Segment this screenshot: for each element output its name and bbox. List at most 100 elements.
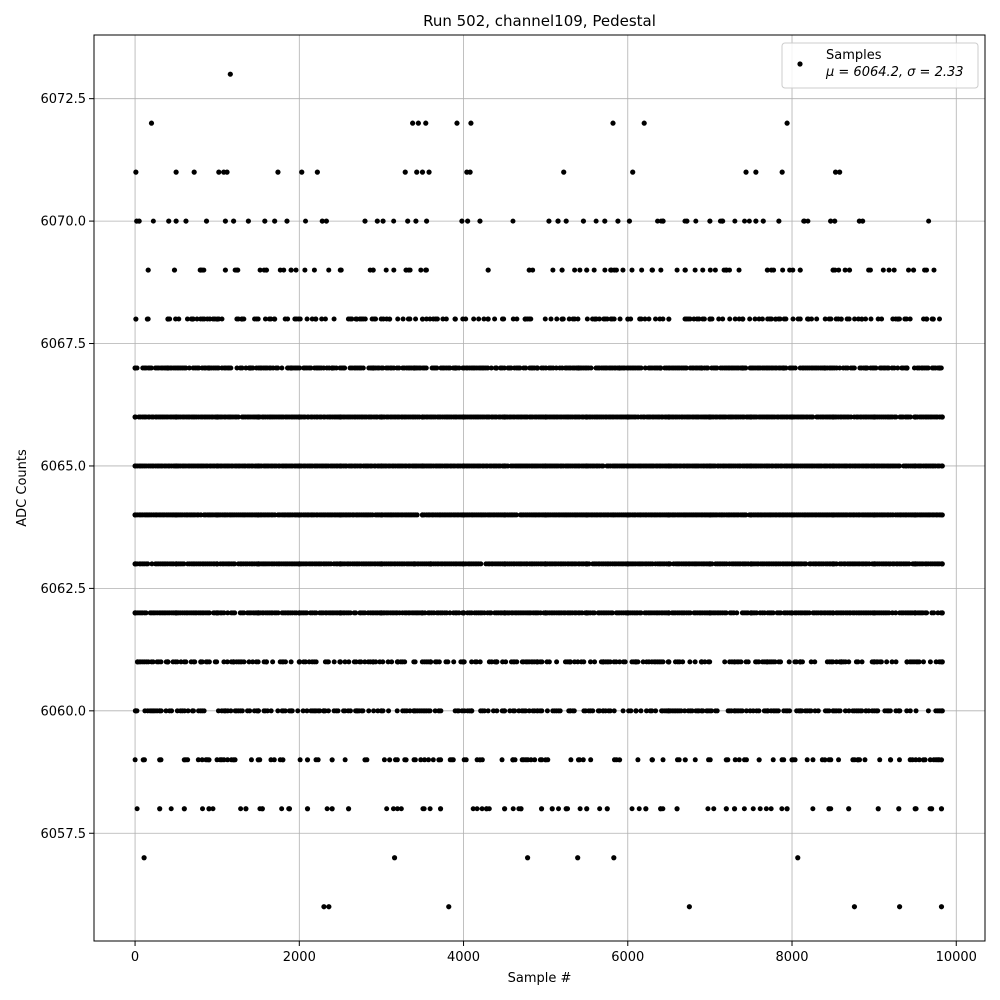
data-point	[620, 708, 626, 714]
data-point	[846, 316, 852, 322]
data-point	[268, 708, 274, 714]
data-point	[927, 659, 933, 665]
data-point	[385, 659, 391, 665]
data-point	[638, 365, 644, 371]
data-point	[289, 708, 295, 714]
data-point	[510, 806, 516, 812]
data-point	[665, 659, 671, 665]
data-point	[478, 561, 484, 567]
data-point	[407, 708, 413, 714]
data-point	[440, 316, 446, 322]
data-point	[893, 414, 899, 420]
data-point	[916, 659, 922, 665]
data-point	[539, 659, 545, 665]
data-point	[322, 316, 328, 322]
data-point	[297, 316, 303, 322]
data-point	[530, 267, 536, 273]
data-point	[546, 218, 552, 224]
data-point	[544, 708, 550, 714]
data-point	[481, 708, 487, 714]
data-point	[192, 659, 198, 665]
data-point	[173, 218, 179, 224]
data-point	[852, 316, 858, 322]
legend-marker-icon	[797, 61, 803, 67]
data-point	[904, 365, 910, 371]
data-point	[247, 708, 253, 714]
data-point	[568, 757, 574, 763]
data-point	[241, 316, 247, 322]
y-axis-ticks: 6057.5 6060.0 6062.5 6065.0 6067.5 6070.0 6072…	[41, 92, 94, 842]
data-point	[430, 757, 436, 763]
data-point	[241, 659, 247, 665]
data-point	[649, 267, 655, 273]
data-point	[736, 267, 742, 273]
data-point	[779, 169, 785, 175]
data-point	[367, 659, 373, 665]
y-tick-label: 6057.5	[41, 827, 87, 842]
data-point	[778, 610, 784, 616]
data-point	[360, 365, 366, 371]
data-point	[255, 659, 261, 665]
data-point	[731, 806, 738, 812]
data-point	[667, 561, 673, 567]
data-point	[707, 218, 713, 224]
data-point	[867, 267, 873, 273]
data-point	[826, 708, 832, 714]
data-point	[304, 708, 310, 714]
data-point	[528, 757, 534, 763]
data-point	[658, 267, 664, 273]
data-point	[743, 512, 749, 518]
data-point	[836, 267, 842, 273]
data-point	[799, 708, 805, 714]
data-point	[682, 708, 688, 714]
data-point	[810, 757, 816, 763]
data-point	[615, 218, 621, 224]
data-point	[707, 659, 713, 665]
data-point	[262, 316, 268, 322]
data-point	[896, 316, 902, 322]
data-point	[557, 708, 563, 714]
data-point	[285, 316, 291, 322]
data-point	[190, 316, 196, 322]
data-point	[413, 218, 419, 224]
data-point	[810, 806, 816, 812]
data-point	[304, 610, 310, 616]
data-point	[793, 659, 799, 665]
data-point	[133, 169, 139, 175]
data-point	[523, 365, 529, 371]
data-point	[353, 610, 359, 616]
data-point	[763, 659, 769, 665]
data-point	[302, 267, 308, 273]
data-point	[513, 512, 519, 518]
data-point	[657, 365, 663, 371]
data-point	[293, 267, 299, 273]
data-point	[165, 659, 171, 665]
data-point	[132, 414, 138, 420]
data-point	[638, 708, 644, 714]
data-point	[284, 218, 290, 224]
data-point	[394, 757, 400, 763]
data-point	[597, 806, 603, 812]
data-point	[566, 708, 572, 714]
data-point	[232, 561, 238, 567]
data-point	[924, 267, 930, 273]
data-point	[779, 365, 785, 371]
data-point	[326, 904, 332, 910]
data-point	[228, 757, 234, 763]
data-point	[920, 659, 926, 665]
data-point	[857, 757, 863, 763]
x-tick-label: 6000	[611, 950, 644, 965]
data-point	[239, 708, 245, 714]
data-point	[479, 757, 485, 763]
data-point	[804, 757, 810, 763]
data-point	[596, 316, 602, 322]
x-tick-label: 0	[131, 950, 139, 965]
data-point	[443, 316, 449, 322]
data-point	[846, 267, 853, 273]
data-point	[523, 708, 529, 714]
y-tick-label: 6067.5	[41, 337, 87, 352]
data-point	[173, 169, 179, 175]
data-point	[468, 708, 474, 714]
data-point	[423, 365, 429, 371]
data-point	[720, 316, 726, 322]
